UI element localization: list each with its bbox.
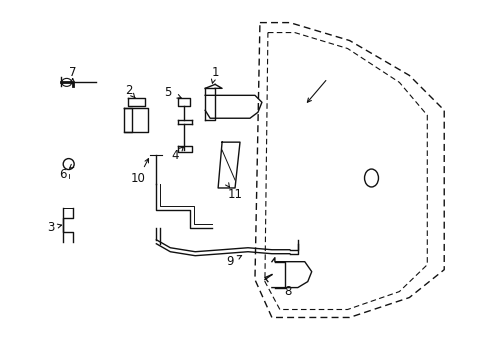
Text: 7: 7 [69,66,76,79]
Text: 1: 1 [211,66,219,79]
Text: 10: 10 [131,171,145,185]
Text: 4: 4 [171,149,179,162]
Text: 5: 5 [164,86,172,99]
Text: 2: 2 [124,84,132,97]
Text: 3: 3 [47,221,54,234]
Text: 9: 9 [226,255,233,268]
Text: 8: 8 [284,285,291,298]
Text: 11: 11 [227,188,242,202]
Text: 6: 6 [59,167,66,180]
